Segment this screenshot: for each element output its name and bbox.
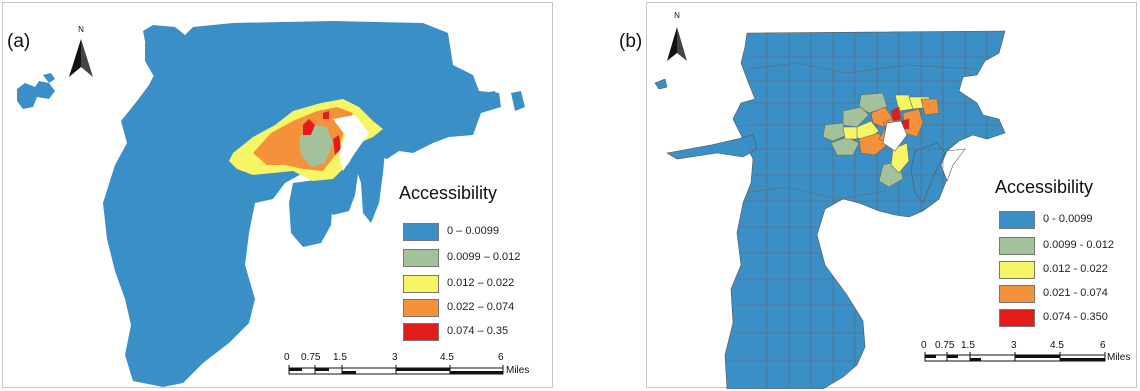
north-arrow-icon	[69, 39, 93, 77]
legend-title: Accessibility	[995, 177, 1094, 197]
legend-swatch	[403, 275, 439, 293]
map-panel-b: (b) N Accessibility 0 - 0.0099 0.0099 - …	[619, 2, 1137, 389]
scale-bar	[288, 365, 504, 375]
legend-item-label: 0.074 - 0.350	[1043, 311, 1108, 323]
scale-tick: 3	[392, 352, 398, 363]
legend-item-label: 0.021 - 0.074	[1043, 287, 1108, 299]
north-label: N	[78, 25, 84, 34]
legend-swatch	[999, 285, 1035, 303]
map-panel-a: (a) N Accessibility 0 – 0.0099 0.0099 – …	[2, 2, 553, 388]
legend-item-label: 0 - 0.0099	[1043, 213, 1093, 225]
hexagon-accessibility-map	[17, 21, 525, 387]
panel-label: (b)	[619, 31, 643, 52]
panel-label: (a)	[7, 31, 31, 52]
legend-item-label: 0.022 – 0.074	[447, 301, 515, 313]
legend-item-label: 0.012 – 0.022	[447, 277, 515, 289]
legend-swatch	[403, 223, 439, 241]
legend-swatch	[999, 211, 1035, 229]
legend-item-label: 0 – 0.0099	[447, 225, 499, 237]
legend-item-label: 0.074 – 0.35	[447, 325, 509, 337]
scale-bar	[924, 352, 1106, 362]
legend-title: Accessibility	[399, 183, 498, 203]
north-label: N	[674, 11, 680, 20]
scale-tick: 3	[1011, 340, 1017, 351]
legend-swatch	[403, 299, 439, 317]
legend-swatch	[403, 249, 439, 267]
scale-tick: 6	[498, 352, 504, 363]
legend-item-label: 0.0099 – 0.012	[447, 251, 521, 263]
north-arrow-icon	[667, 27, 687, 61]
scale-tick: 4.5	[440, 352, 454, 363]
legend-item-label: 0.0099 - 0.012	[1043, 239, 1114, 251]
scale-unit: Miles	[506, 365, 530, 376]
scale-tick: 1.5	[961, 340, 975, 351]
scale-tick: 0	[284, 352, 290, 363]
scale-tick: 1.5	[333, 352, 347, 363]
legend-swatch	[403, 323, 439, 341]
legend-swatch	[999, 309, 1035, 327]
legend-swatch	[999, 237, 1035, 255]
scale-unit: Miles	[1107, 352, 1131, 363]
tract-accessibility-map	[654, 27, 1106, 389]
scale-tick: 4.5	[1050, 340, 1064, 351]
scale-tick: 6	[1100, 340, 1106, 351]
scale-tick: 0	[921, 340, 927, 351]
scale-tick: 0.75	[301, 352, 321, 363]
legend-item-label: 0.012 - 0.022	[1043, 263, 1108, 275]
scale-tick: 0.75	[935, 340, 955, 351]
legend-swatch	[999, 261, 1035, 279]
